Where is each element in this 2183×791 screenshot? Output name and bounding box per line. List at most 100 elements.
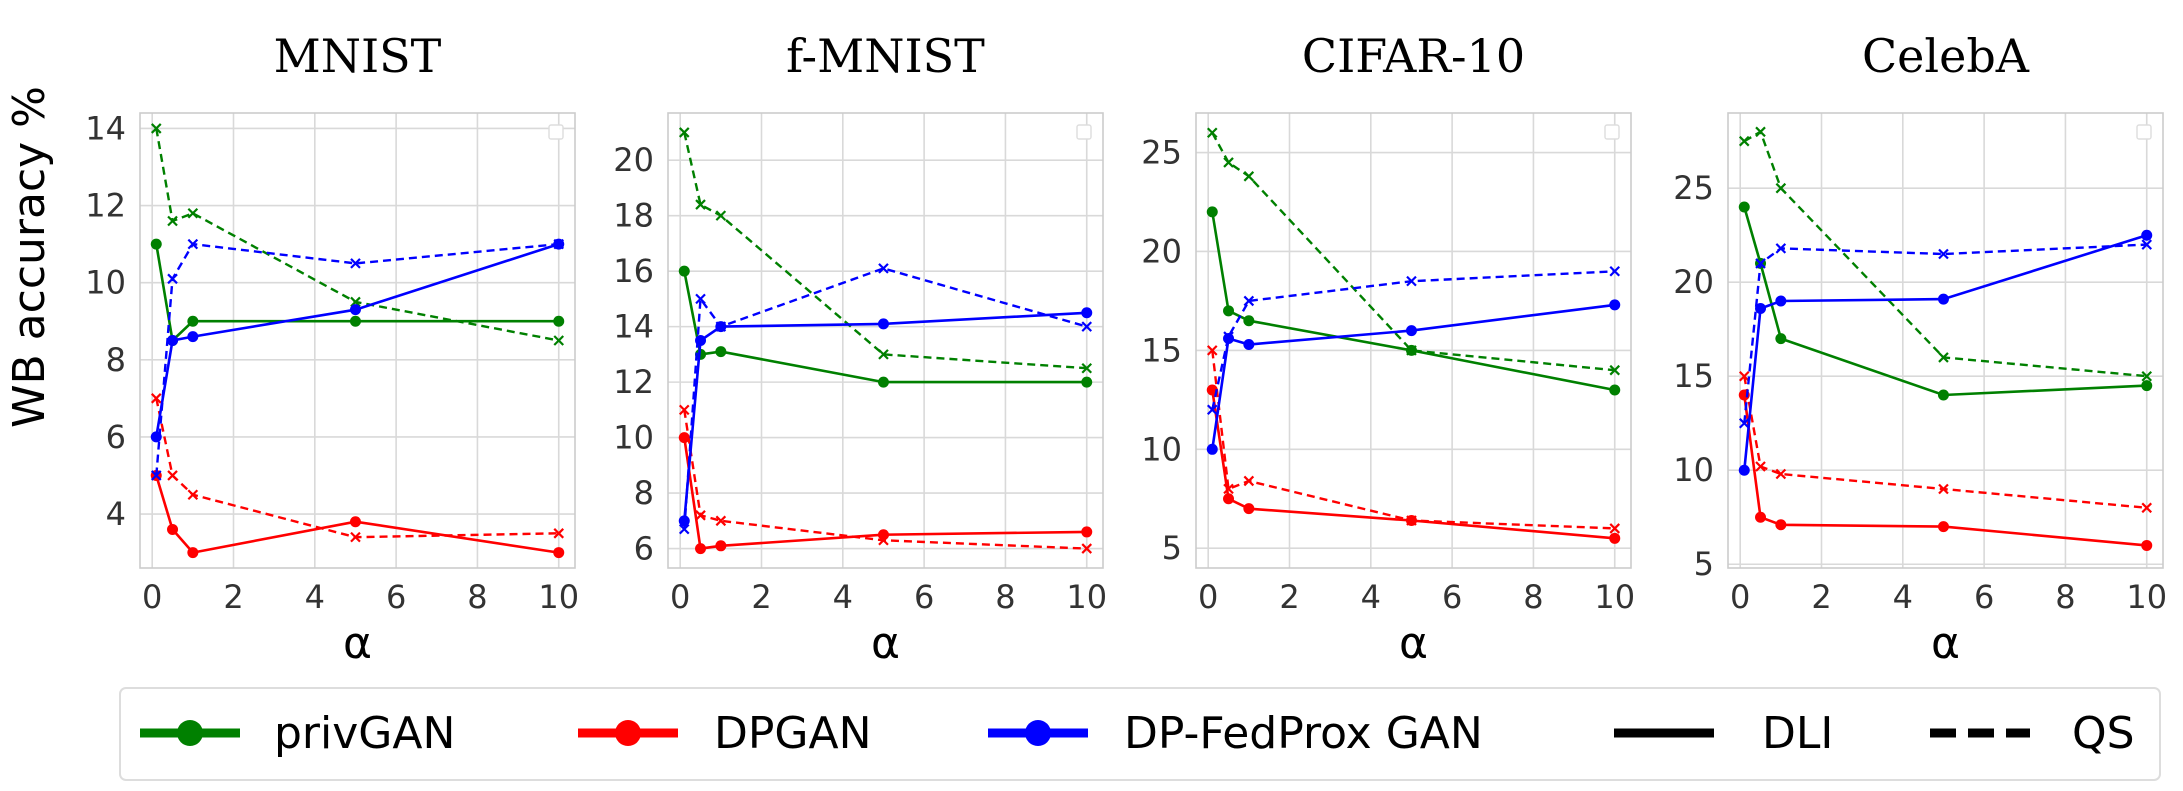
legend-frame	[119, 687, 2161, 781]
data-point	[187, 489, 199, 501]
y-axis-label: WB accuracy %	[4, 86, 55, 428]
data-point	[350, 531, 361, 543]
plot-area	[1196, 113, 1631, 568]
subplot-mnist: MNIST 0 2 4 6 8 10 4 6 8 10 12 14 α	[85, 29, 579, 669]
x-tick-label: 10	[1066, 578, 1107, 616]
data-point	[1738, 135, 1750, 147]
data-point	[878, 349, 889, 360]
data-point	[1609, 384, 1621, 396]
data-point	[1243, 315, 1255, 327]
y-tick-label: 16	[613, 252, 654, 290]
plot-area	[1728, 113, 2163, 568]
x-tick-label: 8	[2055, 578, 2075, 616]
data-point	[695, 293, 706, 305]
data-point	[1609, 523, 1621, 534]
legend-marker-privgan	[177, 720, 203, 746]
data-point	[1206, 206, 1218, 218]
series-dpgan-dli	[1738, 389, 2153, 551]
x-tick-label: 10	[2126, 578, 2167, 616]
y-tick-label: 15	[1673, 357, 1714, 395]
data-point	[167, 470, 178, 481]
x-tick-label: 10	[538, 578, 579, 616]
series-dp-fedprox-gan-qs	[150, 238, 565, 481]
plot-frame	[667, 112, 1104, 569]
series-dp-fedprox-gan-qs	[1738, 239, 2153, 429]
plot-frame	[1195, 112, 1632, 569]
plot-area	[668, 113, 1103, 568]
legend-label-qs: QS	[2072, 708, 2135, 759]
series-line	[1743, 375, 2147, 509]
series-dpgan-qs	[1206, 345, 1621, 534]
data-point	[2141, 239, 2153, 250]
x-tick-label: 0	[1730, 578, 1750, 616]
data-point	[2141, 380, 2153, 392]
x-tick-label: 4	[1893, 578, 1913, 616]
y-tick-label: 6	[634, 530, 654, 568]
x-tick-label: 2	[223, 578, 243, 616]
series-dp-fedprox-gan-qs	[1206, 265, 1621, 416]
data-point	[877, 318, 889, 330]
data-point	[2141, 229, 2153, 241]
series-line	[683, 409, 1087, 550]
legend-marker-dp-fedprox-gan	[1025, 720, 1051, 746]
series-dpgan-qs	[1738, 370, 2153, 514]
x-tick-label: 8	[995, 578, 1015, 616]
data-point	[1775, 295, 1787, 307]
plot-frame	[139, 112, 576, 569]
data-point	[1775, 333, 1787, 345]
plot-area	[140, 113, 575, 568]
data-point	[167, 215, 178, 227]
series-privgan-qs	[678, 127, 1093, 374]
empty-legend-box	[1076, 124, 1092, 140]
data-point	[187, 315, 199, 327]
x-axis-label: α	[343, 618, 372, 669]
subplot-f-mnist: f-MNIST 0 2 4 6 8 10 6 8 10 12 14 16 18 20 α	[613, 29, 1107, 669]
data-point	[1755, 461, 1766, 472]
data-point	[1206, 345, 1218, 356]
plot-frame	[1727, 112, 2164, 569]
y-tick-label: 5	[1162, 529, 1182, 567]
legend-label-dli: DLI	[1762, 708, 1833, 759]
data-point	[553, 238, 565, 250]
x-tick-label: 10	[1594, 578, 1635, 616]
data-point	[553, 335, 565, 346]
legend-marker-dpgan	[615, 720, 641, 746]
data-point	[678, 515, 690, 527]
data-point	[150, 393, 162, 404]
legend-label-dp-fedprox-gan: DP-FedProx GAN	[1124, 708, 1483, 759]
data-point	[2141, 539, 2153, 551]
data-point	[553, 315, 565, 327]
data-point	[1609, 532, 1621, 544]
data-point	[1755, 511, 1767, 523]
data-point	[877, 529, 889, 541]
data-point	[1405, 325, 1417, 337]
data-point	[349, 315, 361, 327]
data-point	[350, 258, 361, 269]
data-point	[167, 335, 179, 346]
y-tick-label: 10	[1141, 430, 1182, 468]
data-point	[167, 273, 178, 285]
legend: privGAN DPGAN DP-FedProx GAN DLI QS	[119, 687, 2161, 781]
empty-legend-box	[2136, 124, 2152, 140]
series-privgan-qs	[150, 123, 565, 346]
data-point	[1243, 171, 1255, 182]
legend-item-qs: QS	[1930, 708, 2135, 759]
chart-title: f-MNIST	[786, 29, 985, 83]
data-point	[1223, 493, 1235, 505]
data-point	[187, 547, 199, 559]
data-point	[1243, 338, 1255, 350]
x-tick-label: 6	[1442, 578, 1462, 616]
y-tick-label: 10	[85, 264, 126, 302]
series-dpgan-dli	[678, 432, 1093, 555]
y-tick-label: 6	[106, 418, 126, 456]
data-point	[877, 376, 889, 388]
data-point	[1243, 475, 1255, 487]
subplot-celeba: CelebA 0 2 4 6 8 10 5 10 15 20 25 α	[1673, 29, 2167, 669]
data-point	[187, 238, 199, 250]
data-point	[1081, 321, 1093, 332]
x-tick-label: 4	[305, 578, 325, 616]
data-point	[1223, 331, 1234, 342]
data-point	[1738, 464, 1750, 476]
y-tick-label: 12	[85, 187, 126, 225]
